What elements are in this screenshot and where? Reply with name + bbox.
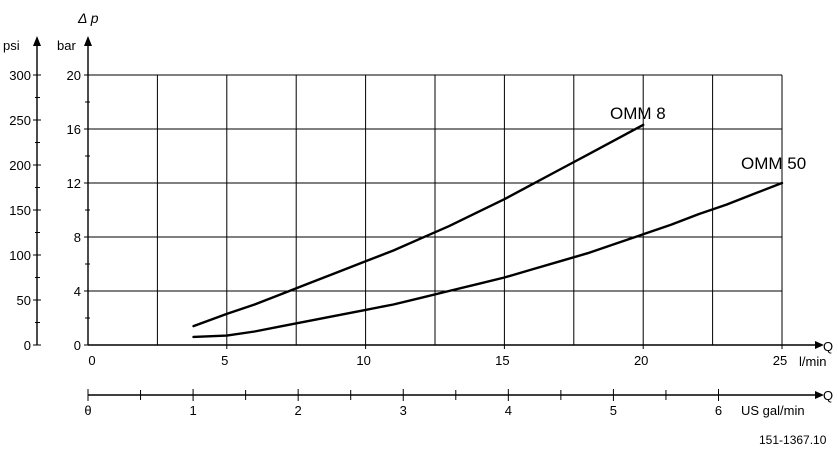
series-line-omm-8 — [192, 123, 645, 328]
x-tick-label: 5 — [221, 353, 228, 368]
psi-unit-label: psi — [3, 38, 20, 53]
psi-tick-label: 300 — [9, 68, 31, 83]
x2-tick-label: 6 — [715, 403, 722, 418]
x2-tick-label: 4 — [505, 403, 512, 418]
x-axis-q-label-usgal: Q — [823, 388, 833, 403]
series-label-omm8: OMM 8 — [610, 104, 666, 123]
x2-tick-label: 3 — [400, 403, 407, 418]
bar-unit-label: bar — [57, 38, 76, 53]
x2-tick-label: 2 — [295, 403, 302, 418]
psi-tick-label: 200 — [9, 158, 31, 173]
x-tick-label: 0 — [88, 353, 95, 368]
bar-tick-label: 12 — [67, 176, 81, 191]
x2-tick-label: 5 — [610, 403, 617, 418]
x-tick-label: 15 — [495, 353, 509, 368]
psi-axis-arrow — [33, 36, 41, 46]
series-label-omm50: OMM 50 — [741, 154, 806, 173]
x-tick-label: 20 — [634, 353, 648, 368]
x-axis-usgal-arrow — [815, 391, 824, 399]
bar-tick-label: 20 — [67, 68, 81, 83]
psi-tick-label: 150 — [9, 203, 31, 218]
bar-axis-arrow — [84, 36, 92, 46]
series — [192, 123, 784, 339]
psi-tick-label: 0 — [24, 338, 31, 353]
y-axis-title: Δ p — [77, 10, 99, 26]
bar-tick-label: 4 — [74, 284, 81, 299]
series-line-omm-50 — [192, 181, 784, 339]
x-axis-lmin-arrow — [815, 341, 824, 349]
x2-tick-label: 1 — [189, 403, 196, 418]
x2-tick-label: θ — [84, 403, 91, 418]
axes — [33, 36, 824, 401]
x-axis-q-label-lmin: Q — [823, 339, 833, 354]
bar-tick-label: 8 — [74, 230, 81, 245]
bar-tick-label: 0 — [74, 338, 81, 353]
x-axis-unit-lmin: l/min — [799, 354, 826, 369]
psi-tick-label: 50 — [17, 293, 31, 308]
x-tick-label: 25 — [773, 353, 787, 368]
x-axis-unit-usgal: US gal/min — [741, 403, 805, 418]
psi-tick-label: 100 — [9, 248, 31, 263]
figure-code: 151-1367.10 — [759, 433, 827, 447]
bar-tick-label: 16 — [67, 122, 81, 137]
psi-tick-label: 250 — [9, 113, 31, 128]
x-tick-label: 10 — [356, 353, 370, 368]
grid — [88, 74, 783, 345]
